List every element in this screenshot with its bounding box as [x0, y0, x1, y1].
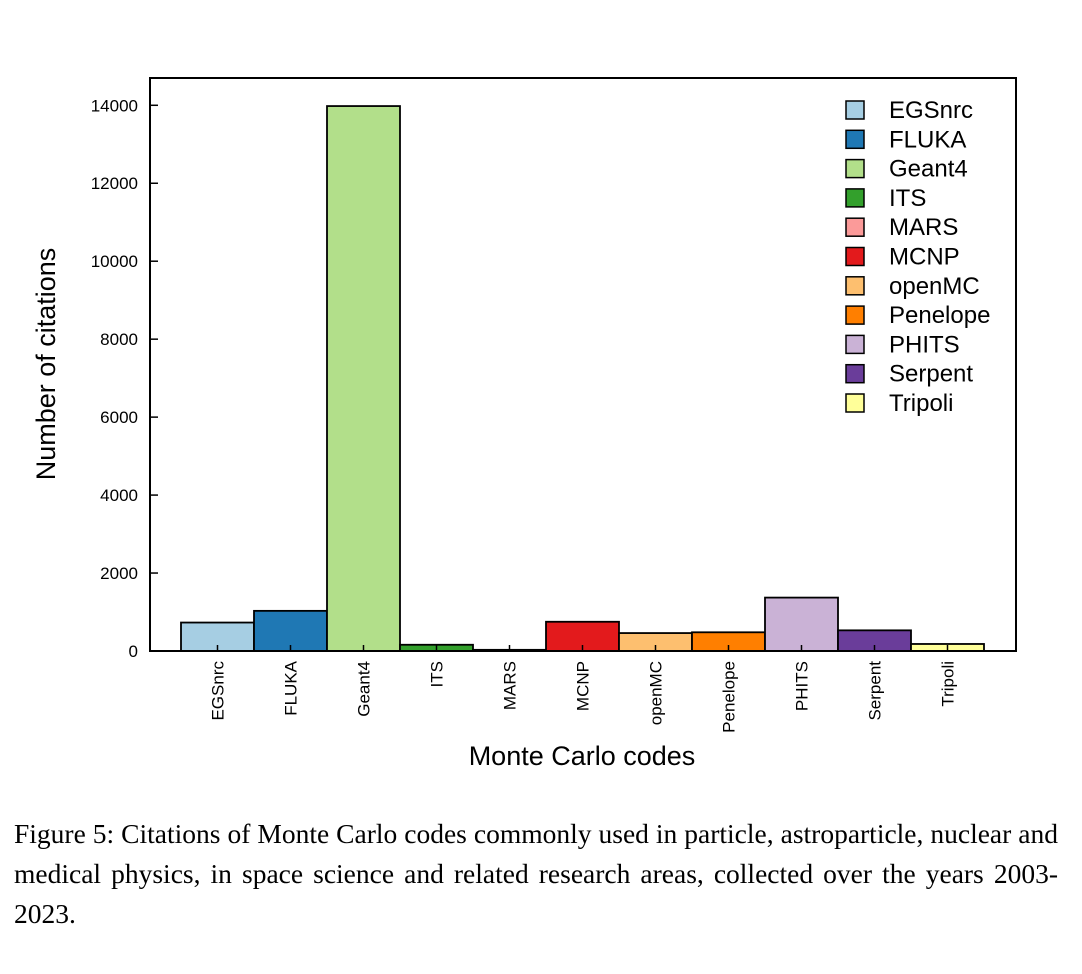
y-tick-label: 8000: [100, 330, 138, 349]
legend-swatch: [845, 158, 865, 179]
x-tick-label: Penelope: [720, 661, 739, 733]
bar-phits: [764, 596, 839, 652]
legend-entry: Penelope: [889, 302, 990, 329]
bars-group: [180, 105, 985, 652]
x-tick-label: MCNP: [574, 661, 593, 711]
x-tick-label: EGSnrc: [209, 661, 228, 721]
legend-entry: FLUKA: [889, 126, 966, 153]
x-axis-title: Monte Carlo codes: [469, 741, 696, 771]
legend-swatch: [845, 276, 865, 296]
y-tick-label: 0: [129, 642, 138, 661]
x-tick-label: openMC: [647, 661, 666, 725]
legend-entry: MCNP: [889, 244, 960, 271]
legend-entry: PHITS: [889, 331, 960, 358]
x-axis: EGSnrc FLUKA Geant4 ITS MARS MCNP openMC Penelo…: [209, 645, 958, 733]
legend-entry: Geant4: [889, 156, 968, 183]
legend-swatch: [845, 246, 865, 267]
x-tick-label: FLUKA: [282, 660, 301, 715]
y-tick-label: 4000: [100, 486, 138, 505]
y-tick-label: 6000: [100, 408, 138, 427]
plot-frame: [149, 77, 1017, 652]
x-tick-label: MARS: [501, 661, 520, 710]
legend-entry: Serpent: [889, 361, 973, 388]
legend-swatch: [845, 100, 865, 120]
x-tick-label: PHITS: [793, 661, 812, 711]
legend-entry: openMC: [889, 273, 980, 300]
x-tick-label: ITS: [428, 661, 447, 687]
legend-swatch: [845, 393, 865, 413]
y-tick-label: 10000: [91, 252, 138, 271]
legend-entry: EGSnrc: [889, 97, 973, 124]
y-tick-label: 14000: [91, 96, 138, 115]
x-tick-label: Serpent: [866, 661, 885, 721]
x-tick-label: Tripoli: [939, 661, 958, 707]
legend-swatch: [845, 363, 865, 384]
legend-swatch: [845, 305, 865, 325]
x-tick-label: Geant4: [355, 661, 374, 717]
bar-geant4: [326, 105, 401, 652]
y-axis-title: Number of citations: [31, 248, 61, 481]
legend-entry: ITS: [889, 185, 926, 212]
legend-swatch: [845, 129, 865, 150]
legend-entry: MARS: [889, 214, 958, 241]
figure-caption: Figure 5: Citations of Monte Carlo codes…: [14, 818, 1058, 929]
bar-fluka: [253, 609, 328, 652]
legend-swatch: [845, 334, 865, 355]
legend-entry: Tripoli: [889, 390, 953, 417]
legend-swatch: [845, 188, 865, 208]
y-tick-label: 12000: [91, 174, 138, 193]
y-axis: 0 2000 4000 6000 8000 10000 12000 14000: [91, 96, 158, 661]
legend-swatch: [845, 217, 865, 237]
y-tick-label: 2000: [100, 564, 138, 583]
